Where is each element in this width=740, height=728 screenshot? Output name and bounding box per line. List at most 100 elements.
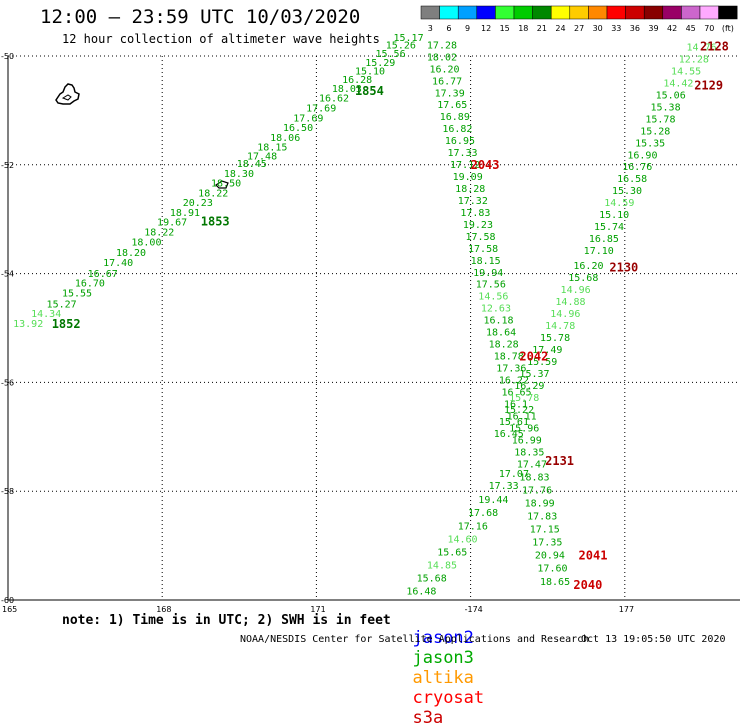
colorbar-label: 70 <box>704 24 714 33</box>
colorbar-swatch <box>495 5 515 20</box>
wave-height-value: 18.91 <box>170 208 200 219</box>
wave-height-value: 15.30 <box>612 186 642 197</box>
wave-height-value: 16.29 <box>514 381 544 392</box>
wave-height-value: 18.35 <box>514 447 544 458</box>
sat-jason3: jason3 <box>412 648 474 668</box>
wave-height-value: 17.16 <box>458 521 488 532</box>
wave-height-value: 17.69 <box>306 103 336 114</box>
wave-height-value: 18.78 <box>494 352 524 363</box>
satellite-legend: jason2 jason3 altika cryosat s3a <box>392 608 484 728</box>
wave-height-value: 16.76 <box>622 162 652 173</box>
wave-height-value: 19.09 <box>453 172 483 183</box>
colorbar-swatch <box>699 5 719 20</box>
wave-height-value: 15.06 <box>656 90 686 101</box>
wave-height-value: 15.28 <box>640 126 670 137</box>
wave-height-value: 18.00 <box>131 237 161 248</box>
pass-time-label: 2040 <box>573 578 602 592</box>
track-jason3-pass-b: 17.2818.0216.2016.7717.3917.6516.8916.82… <box>427 40 570 587</box>
wave-height-value: 15.65 <box>437 547 467 558</box>
colorbar-label: 39 <box>648 24 658 33</box>
wave-height-value: 17.36 <box>496 364 526 375</box>
wave-height-value: 15.56 <box>376 49 406 60</box>
wave-height-value: 14.88 <box>555 297 585 308</box>
colorbar-swatch <box>643 5 664 20</box>
lat-tick-label: -58 <box>1 487 14 496</box>
longitude-labels: 165 168 171 -174 177 <box>2 605 634 614</box>
wave-height-value: 16.18 <box>483 316 513 327</box>
wave-height-value: 17.07 <box>499 469 529 480</box>
wave-height-value: 16.28 <box>342 75 372 86</box>
lat-lon-grid <box>7 55 740 601</box>
colorbar-swatch <box>513 5 533 20</box>
colorbar-swatch <box>532 5 552 20</box>
wave-height-value: 17.12 <box>450 160 480 171</box>
colorbar-swatch <box>550 5 571 20</box>
wave-height-value: 17.48 <box>247 151 277 162</box>
campbell-island-outline <box>55 83 80 105</box>
wave-height-value: 15.22 <box>504 405 534 416</box>
latitude-labels: -50 -52 -54 -56 -58 -60 <box>1 52 14 605</box>
wave-height-value: 18.83 <box>519 472 549 483</box>
colorbar-swatch <box>569 5 589 20</box>
colorbar-swatch <box>420 5 440 20</box>
wave-height-value: 17.15 <box>530 525 560 536</box>
wave-height-value: 14.55 <box>671 66 701 77</box>
colorbar-label: 36 <box>630 24 640 33</box>
wave-height-value: 15.10 <box>599 210 629 221</box>
wave-height-value: 15.74 <box>594 222 624 233</box>
wave-height-value: 20.94 <box>535 551 565 562</box>
small-island-outline <box>215 180 229 189</box>
colorbar-label: 12 <box>481 24 491 33</box>
wave-height-value: 16.11 <box>507 411 537 422</box>
footer-note: note: 1) Time is in UTC; 2) SWH is in fe… <box>62 613 391 628</box>
colorbar-label: 42 <box>667 24 677 33</box>
track-jason3-pass-a: 13.9214.3415.2715.5516.7016.6717.4018.20… <box>13 33 423 331</box>
wave-height-value: 17.35 <box>532 538 562 549</box>
colorbar-label: 3 <box>428 24 433 33</box>
wave-height-value: 18.65 <box>540 577 570 588</box>
wave-height-value: 15.35 <box>635 138 665 149</box>
colorbar-label: 33 <box>611 24 621 33</box>
wave-height-value: 15.10 <box>355 66 385 77</box>
wave-height-value: 18.64 <box>486 328 516 339</box>
lat-tick-label: -54 <box>1 270 14 279</box>
wave-height-value: 17.65 <box>437 100 467 111</box>
wave-height-value: 17.39 <box>435 88 465 99</box>
wave-height-value: 15.61 <box>499 417 529 428</box>
wave-height-value: 15.68 <box>417 574 447 585</box>
wave-height-value: 13.92 <box>13 319 43 330</box>
wave-height-value: 18.15 <box>257 143 287 154</box>
page-subtitle: 12 hour collection of altimeter wave hei… <box>62 32 380 46</box>
colorbar-label: 18 <box>518 24 528 33</box>
wave-height-value: 16.70 <box>75 279 105 290</box>
lat-tick-label: -52 <box>1 161 14 170</box>
wave-height-value: 17.58 <box>465 232 495 243</box>
credit-line: NOAA/NESDIS Center for Satellite Applica… <box>240 634 590 645</box>
wave-height-value: 15.55 <box>62 288 92 299</box>
wave-height-value: 16.95 <box>445 136 475 147</box>
wave-height-value: 16.20 <box>573 261 603 272</box>
colorbar-label: 6 <box>446 24 451 33</box>
wave-height-value: 18.22 <box>144 228 174 239</box>
page-title: 12:00 – 23:59 UTC 10/03/2020 <box>40 6 361 28</box>
pass-time-label: 2129 <box>694 79 723 93</box>
wave-height-value: 18.22 <box>198 188 228 199</box>
generated-timestamp: Oct 13 19:05:50 UTC 2020 <box>581 634 726 645</box>
wave-height-value: 15.68 <box>568 273 598 284</box>
wave-height-value: 19.67 <box>157 218 187 229</box>
colorbar-swatch <box>439 5 459 20</box>
wave-height-value: 17.68 <box>468 508 498 519</box>
lat-tick-label: -60 <box>1 596 14 605</box>
sat-altika: altika <box>412 668 474 688</box>
wave-height-value: 16.67 <box>88 269 118 280</box>
pass-time-labels: 2043 2042 2131 2130 2129 2128 2041 2040 <box>471 40 729 593</box>
sat-s3a: s3a <box>412 708 444 728</box>
wave-height-value: 18.50 <box>211 179 241 190</box>
wave-height-value: 17.47 <box>517 459 547 470</box>
wave-height-value: 17.83 <box>527 511 557 522</box>
wave-height-value: 14.59 <box>604 198 634 209</box>
wave-height-value: 15.78 <box>540 333 570 344</box>
sat-jason2: jason2 <box>412 628 474 648</box>
lat-tick-label: -50 <box>1 52 14 61</box>
colorbar-swatch <box>625 5 645 20</box>
